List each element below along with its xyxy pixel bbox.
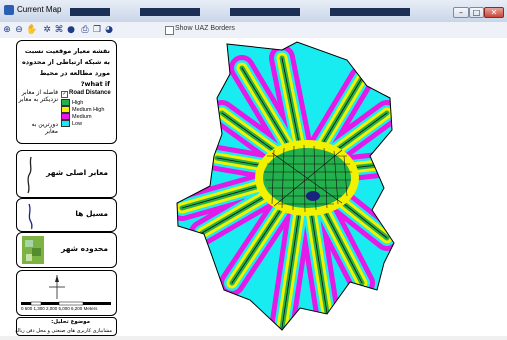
title-bar-strip <box>230 8 300 16</box>
app-icon <box>4 5 14 15</box>
study-area-boundary <box>176 41 395 331</box>
legend-panel: نقشه معیار موقعیت نسبت به شبکه ارتباطی ا… <box>0 38 122 336</box>
urban-street-grid <box>264 144 352 213</box>
copy-icon[interactable]: ❐ <box>92 25 102 35</box>
pan-icon[interactable]: ✋ <box>26 25 38 35</box>
title-bar: Current Map – □ ✕ <box>0 0 507 22</box>
topic-subtitle: مشابیازی کاربری های صنعتی و محل دفن زبال… <box>15 328 112 334</box>
window-title: Current Map <box>17 5 62 14</box>
legend-item-low: Low <box>61 120 82 127</box>
topic-title: موضوع تحلیل: <box>51 319 90 325</box>
help-icon[interactable]: ◕ <box>105 25 113 35</box>
legend-box: نقشه معیار موقعیت نسبت به شبکه ارتباطی ا… <box>16 40 117 144</box>
title-bar-strip <box>70 8 110 16</box>
layer-city-limit[interactable]: محدوده شهر <box>16 232 117 268</box>
close-button[interactable]: ✕ <box>484 7 504 18</box>
zoom-in-icon[interactable]: ⊕ <box>3 25 11 35</box>
city-limit-thumbnail-icon <box>22 236 44 264</box>
map-canvas[interactable] <box>122 38 507 336</box>
maximize-button[interactable]: □ <box>469 7 484 18</box>
title-bar-strip <box>140 8 200 16</box>
waterway-line-icon <box>28 203 33 230</box>
topic-box: موضوع تحلیل: مشابیازی کاربری های صنعتی و… <box>15 317 117 336</box>
road-distance-map[interactable] <box>122 38 507 336</box>
layer-main-roads[interactable]: معابر اصلی شهر <box>16 150 117 198</box>
title-bar-strip <box>330 8 410 16</box>
show-uaz-borders-label: Show UAZ Borders <box>175 25 235 32</box>
show-uaz-borders-checkbox[interactable] <box>165 26 174 35</box>
print-icon[interactable]: ⎙ <box>81 25 89 35</box>
scale-ticks: 0 600 1,300 2,000 5,000 6,200 Meters <box>21 306 98 311</box>
scale-box: 0 600 1,300 2,000 5,000 6,200 Meters <box>16 270 117 316</box>
full-extent-icon[interactable]: ✲ <box>43 25 51 35</box>
legend-checkbox[interactable]: ✓ <box>61 91 68 98</box>
layer-waterways[interactable]: مسیل ها <box>16 198 117 232</box>
waterways-label: مسیل ها <box>75 209 108 218</box>
road-line-icon <box>27 156 32 194</box>
near-roads-label: فاصله از معابر نزدیکتر به معابر <box>18 89 58 103</box>
legend-header: Road Distance <box>69 90 111 96</box>
minimize-button[interactable]: – <box>453 7 469 18</box>
north-arrow-icon <box>49 275 65 299</box>
identify-icon[interactable]: ● <box>67 25 75 35</box>
scale-bar <box>21 301 111 306</box>
legend-item-medium: Medium <box>61 113 92 120</box>
legend-title: نقشه معیار موقعیت نسبت به شبکه ارتباطی ا… <box>21 47 110 88</box>
map-toolbar: ⊕ ⊖ ✋ ✲ ⌘ ● ⎙ ❐ ◕ Show UAZ Borders <box>0 22 507 39</box>
legend-item-medium-high: Medium High <box>61 106 104 113</box>
city-limit-label: محدوده شهر <box>61 244 108 253</box>
legend-item-high: High <box>61 99 83 106</box>
select-icon[interactable]: ⌘ <box>54 25 64 35</box>
far-roads-label: دورترین به معابر <box>31 121 58 135</box>
zoom-out-icon[interactable]: ⊖ <box>15 25 23 35</box>
main-roads-label: معابر اصلی شهر <box>46 168 108 177</box>
